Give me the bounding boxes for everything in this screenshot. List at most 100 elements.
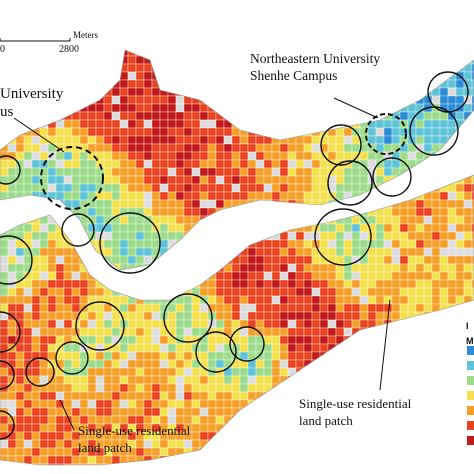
land-patch-cell — [272, 456, 280, 464]
land-patch-cell — [104, 464, 112, 472]
land-patch-cell — [215, 191, 225, 201]
land-patch-cell — [440, 320, 448, 328]
land-patch-cell — [215, 239, 225, 249]
land-patch-cell — [207, 223, 217, 233]
land-patch-cell — [383, 127, 393, 137]
land-patch-cell — [71, 223, 81, 233]
land-patch-cell — [376, 328, 384, 336]
land-patch-cell — [287, 159, 297, 169]
land-patch-cell — [360, 360, 368, 368]
land-patch-cell — [248, 448, 256, 456]
land-patch-cell — [192, 80, 200, 88]
land-patch-cell — [88, 72, 96, 80]
land-patch-cell — [448, 40, 456, 48]
land-patch-cell — [191, 103, 201, 113]
land-patch-cell — [463, 151, 473, 161]
land-patch-cell — [352, 384, 360, 392]
land-patch-cell — [232, 88, 240, 96]
land-patch-cell — [464, 312, 472, 320]
land-patch-cell — [183, 191, 193, 201]
land-patch-cell — [263, 159, 273, 169]
land-patch-cell — [287, 87, 297, 97]
land-patch-cell — [456, 448, 464, 456]
land-patch-cell — [127, 103, 137, 113]
land-patch-cell — [95, 127, 105, 137]
land-patch-cell — [344, 464, 352, 472]
land-patch-cell — [79, 79, 89, 89]
land-patch-cell — [135, 103, 145, 113]
land-patch-cell — [175, 127, 185, 137]
land-patch-cell — [95, 87, 105, 97]
land-patch-cell — [223, 231, 233, 241]
land-patch-cell — [391, 50, 401, 57]
land-patch-cell — [199, 87, 209, 97]
land-patch-cell — [375, 79, 385, 89]
land-patch-cell — [56, 64, 64, 72]
land-patch-cell — [375, 239, 385, 249]
land-patch-cell — [303, 215, 313, 225]
land-patch-cell — [207, 231, 217, 241]
land-patch-cell — [47, 50, 57, 57]
land-patch-cell — [111, 247, 121, 257]
land-patch-cell — [431, 127, 441, 137]
land-patch-cell — [24, 464, 32, 472]
land-patch-cell — [288, 440, 296, 448]
land-patch-cell — [31, 255, 41, 265]
land-patch-cell — [40, 104, 48, 112]
land-patch-cell — [103, 119, 113, 129]
land-patch-cell — [103, 95, 113, 105]
land-patch-cell — [391, 183, 401, 193]
land-patch-cell — [352, 72, 360, 80]
land-patch-cell — [199, 79, 209, 89]
land-patch-cell — [7, 263, 17, 273]
land-patch-cell — [215, 167, 225, 177]
land-patch-cell — [48, 56, 56, 64]
land-patch-cell — [55, 55, 65, 65]
land-patch-cell — [87, 135, 97, 145]
land-patch-cell — [384, 352, 392, 360]
land-patch-cell — [207, 135, 217, 145]
land-patch-cell — [175, 79, 185, 89]
land-patch-cell — [336, 360, 344, 368]
land-patch-cell — [448, 376, 456, 384]
land-patch-cell — [375, 223, 385, 233]
land-patch-cell — [431, 50, 441, 57]
land-patch-cell — [143, 223, 153, 233]
land-patch-cell — [335, 151, 345, 161]
land-patch-cell — [184, 48, 192, 56]
land-patch-cell — [40, 48, 48, 56]
land-patch-cell — [55, 215, 65, 225]
land-patch-cell — [103, 50, 113, 57]
land-patch-cell — [119, 239, 129, 249]
land-patch-cell — [400, 448, 408, 456]
land-patch-cell — [303, 231, 313, 241]
land-patch-cell — [399, 95, 409, 105]
land-patch-cell — [439, 223, 449, 233]
land-patch-cell — [215, 215, 225, 225]
land-patch-cell — [168, 80, 176, 88]
land-patch-cell — [328, 368, 336, 376]
land-patch-cell — [215, 103, 225, 113]
land-patch-cell — [232, 424, 240, 432]
land-patch-cell — [87, 79, 97, 89]
land-patch-cell — [415, 255, 425, 265]
land-patch-cell — [376, 96, 384, 104]
land-patch-cell — [423, 50, 433, 57]
land-patch-cell — [279, 95, 289, 105]
land-patch-cell — [264, 112, 272, 120]
land-patch-cell — [39, 111, 49, 121]
land-patch-cell — [392, 344, 400, 352]
land-patch-cell — [423, 207, 433, 217]
land-patch-cell — [264, 400, 272, 408]
land-patch-cell — [215, 119, 225, 129]
land-patch-cell — [383, 167, 393, 177]
land-patch-cell — [383, 247, 393, 257]
land-patch-cell — [471, 183, 474, 193]
land-patch-cell — [424, 440, 432, 448]
land-patch-cell — [463, 239, 473, 249]
land-patch-cell — [95, 103, 105, 113]
land-patch-cell — [88, 88, 96, 96]
land-patch-cell — [63, 87, 73, 97]
land-patch-cell — [455, 143, 465, 153]
land-patch-cell — [456, 424, 464, 432]
